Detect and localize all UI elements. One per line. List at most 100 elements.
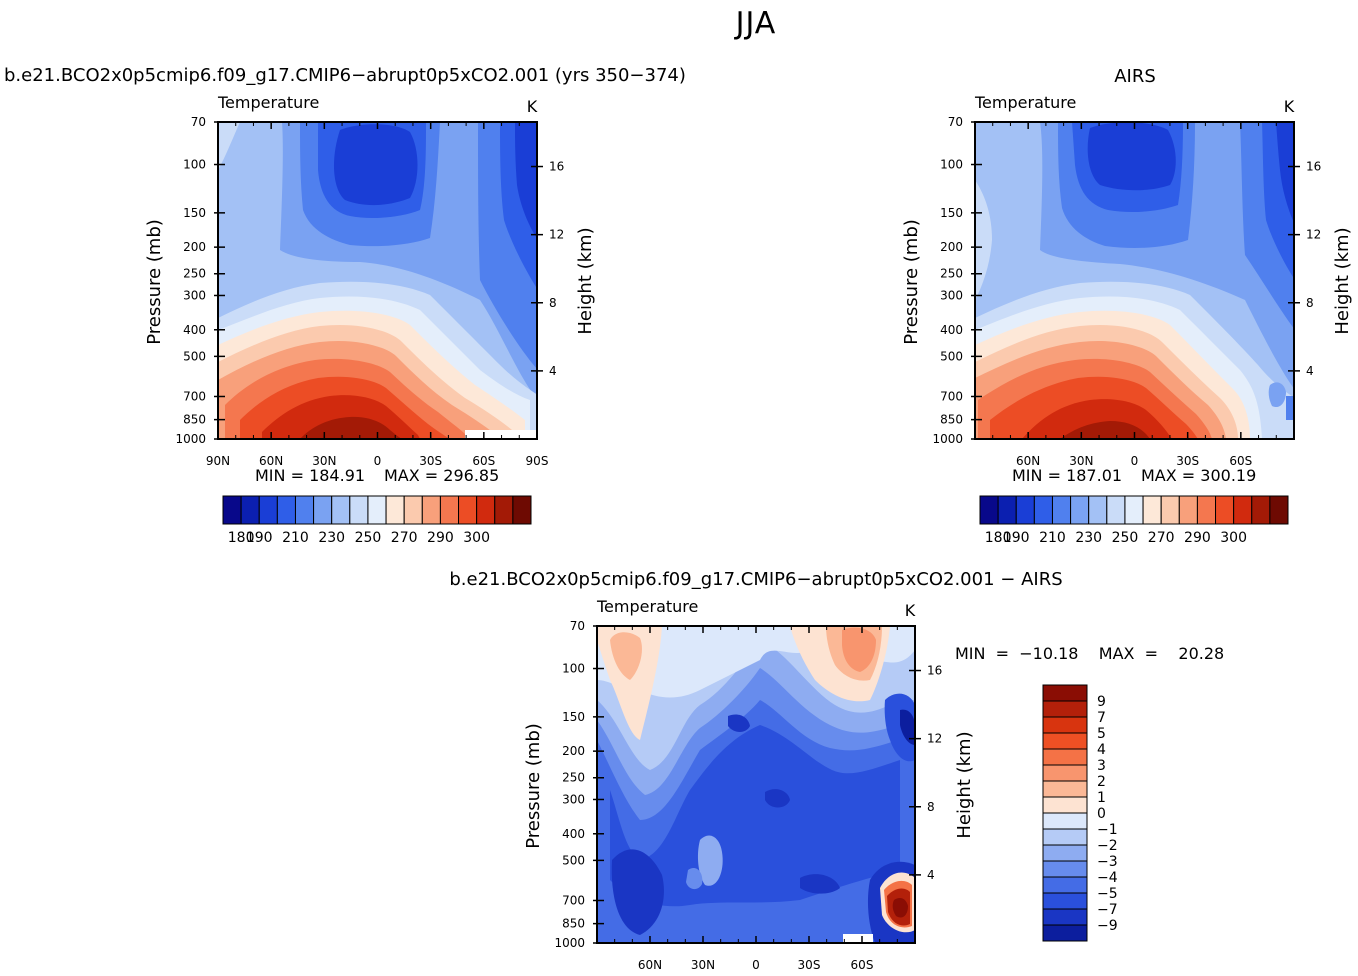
y-tick-label: 70 bbox=[191, 115, 206, 129]
y-tick-label: 70 bbox=[570, 619, 585, 633]
contour-band bbox=[333, 124, 418, 206]
colorbar-box bbox=[1269, 495, 1289, 525]
axis-ticks: 70 100 150 200 250 300 400 500 700 850 1000 16 12 8 4 9… bbox=[175, 115, 564, 468]
colorbar-tick-label: −2 bbox=[1097, 838, 1118, 854]
x-tick-label: 30S bbox=[419, 454, 442, 468]
contour-band bbox=[892, 898, 908, 918]
contour-band bbox=[697, 835, 723, 886]
contour-band bbox=[1087, 122, 1176, 191]
colorbar-tick-label: 210 bbox=[1039, 530, 1066, 546]
y-tick-label: 500 bbox=[562, 853, 585, 867]
contour-band bbox=[765, 789, 790, 808]
y-tick-label: 100 bbox=[562, 662, 585, 676]
x-tick-label: 30S bbox=[798, 958, 821, 972]
panel-title: AIRS bbox=[1114, 66, 1156, 87]
max-label: MAX = 296.85 bbox=[384, 466, 499, 485]
colorbar-box bbox=[476, 495, 496, 525]
colorbar-box bbox=[349, 495, 369, 525]
colorbar-box bbox=[1178, 495, 1198, 525]
variable-label: Temperature bbox=[596, 597, 698, 616]
contour-band bbox=[842, 627, 876, 672]
colorbar-tick-label: 4 bbox=[1097, 742, 1106, 758]
y2-tick-label: 8 bbox=[1306, 296, 1314, 310]
colorbar-tick-label: 270 bbox=[1148, 530, 1175, 546]
contour-band bbox=[218, 122, 240, 170]
colorbar-box bbox=[258, 495, 278, 525]
y-tick-label: 400 bbox=[940, 323, 963, 337]
colorbar-tick-label: 7 bbox=[1097, 710, 1106, 726]
colorbar-box bbox=[439, 495, 460, 525]
colorbar-box bbox=[1233, 495, 1253, 525]
y-tick-label: 300 bbox=[940, 288, 963, 302]
colorbar-tick-label: 290 bbox=[427, 530, 454, 546]
y2-tick-label: 12 bbox=[1306, 228, 1321, 242]
colorbar-box bbox=[1015, 495, 1035, 525]
y-tick-label: 150 bbox=[183, 206, 206, 220]
colorbar-tick-label: 300 bbox=[1220, 530, 1247, 546]
colorbar-tick-label: −1 bbox=[1097, 822, 1118, 838]
panel-title: b.e21.BCO2x0p5cmip6.f09_g17.CMIP6−abrupt… bbox=[4, 65, 686, 86]
colorbar-tick-label: 0 bbox=[1097, 806, 1106, 822]
y-tick-label: 1000 bbox=[175, 432, 206, 446]
colorbar-tick-label: 290 bbox=[1184, 530, 1211, 546]
contour-band bbox=[1276, 122, 1294, 223]
x-tick-label: 90S bbox=[526, 454, 549, 468]
colorbar-tick-label: −9 bbox=[1097, 918, 1118, 934]
colorbar-box bbox=[512, 495, 532, 525]
units-label: K bbox=[1284, 97, 1295, 116]
x-tick-label: 0 bbox=[374, 454, 382, 468]
contour-field bbox=[597, 626, 915, 943]
y-tick-label: 1000 bbox=[932, 432, 963, 446]
contour-band bbox=[300, 416, 402, 439]
colorbar-box bbox=[403, 495, 423, 525]
axis-ticks: 70 100 150 200 250 300 400 500 700 850 1000 16 12 8 4 6… bbox=[932, 115, 1321, 468]
contour-band bbox=[975, 180, 992, 300]
contour-band bbox=[1060, 421, 1150, 439]
colorbar-box bbox=[1033, 495, 1053, 525]
y2-tick-label: 12 bbox=[549, 228, 564, 242]
colorbar-tick-label: 230 bbox=[318, 530, 345, 546]
y-axis-label: Pressure (mb) bbox=[523, 723, 544, 849]
x-tick-label: 90N bbox=[206, 454, 230, 468]
y2-tick-label: 16 bbox=[1306, 160, 1321, 174]
y-tick-label: 400 bbox=[183, 323, 206, 337]
colorbar-box bbox=[1042, 892, 1088, 910]
colorbar-box bbox=[240, 495, 260, 525]
contour-field bbox=[975, 122, 1294, 439]
y2-tick-label: 4 bbox=[927, 868, 935, 882]
colorbar-box bbox=[385, 495, 405, 525]
colorbar-box bbox=[1042, 748, 1088, 766]
x-tick-label: 0 bbox=[1131, 454, 1139, 468]
colorbar-box bbox=[276, 495, 296, 525]
y-tick-label: 200 bbox=[183, 240, 206, 254]
y-tick-label: 200 bbox=[940, 240, 963, 254]
colorbar-box bbox=[1042, 844, 1088, 862]
colorbar-tick-label: 230 bbox=[1075, 530, 1102, 546]
colorbar-box bbox=[1042, 780, 1088, 798]
colorbar-box bbox=[458, 495, 478, 525]
missing-data bbox=[465, 430, 537, 439]
y2-tick-label: 4 bbox=[549, 364, 557, 378]
y-tick-label: 700 bbox=[940, 389, 963, 403]
colorbar-box bbox=[421, 495, 441, 525]
contour-band bbox=[611, 849, 664, 935]
x-tick-label: 30S bbox=[1176, 454, 1199, 468]
colorbar-tick-label: −5 bbox=[1097, 886, 1118, 902]
units-label: K bbox=[905, 601, 916, 620]
x-tick-label: 60S bbox=[472, 454, 495, 468]
colorbar-box bbox=[494, 495, 514, 525]
x-tick-label: 30N bbox=[691, 958, 715, 972]
variable-label: Temperature bbox=[974, 93, 1076, 112]
colorbar-box bbox=[313, 495, 333, 525]
y-tick-label: 500 bbox=[183, 349, 206, 363]
colorbar-box bbox=[1251, 495, 1271, 525]
colorbar-box bbox=[1088, 495, 1108, 525]
colorbar-box bbox=[1042, 924, 1088, 942]
colorbar-tick-label: 9 bbox=[1097, 694, 1106, 710]
colorbar-tick-label: 210 bbox=[282, 530, 309, 546]
colorbar-tick-label: 190 bbox=[1003, 530, 1030, 546]
y-tick-label: 250 bbox=[562, 771, 585, 785]
colorbar-box bbox=[1160, 495, 1180, 525]
y-tick-label: 300 bbox=[183, 288, 206, 302]
